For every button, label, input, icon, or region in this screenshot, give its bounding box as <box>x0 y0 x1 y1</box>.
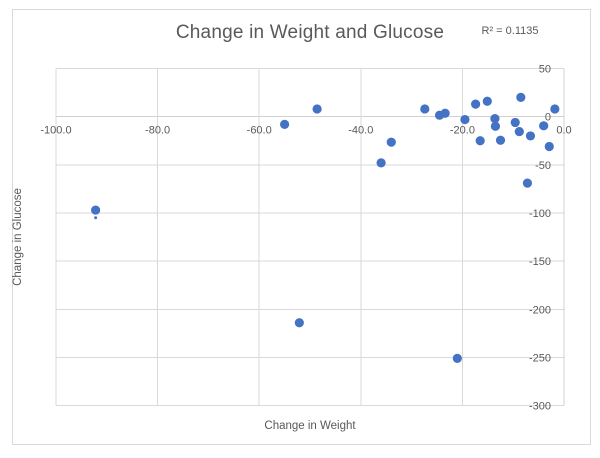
x-tick-label: -80.0 <box>145 125 170 137</box>
x-tick-label: 0.0 <box>556 125 571 137</box>
y-tick-label: -100 <box>529 208 551 220</box>
scatter-point <box>495 135 506 145</box>
scatter-point <box>516 92 526 102</box>
scatter-point <box>522 178 533 188</box>
scatter-point <box>452 353 462 364</box>
scatter-point <box>294 318 304 328</box>
y-axis-title: Change in Glucose <box>12 188 24 286</box>
x-tick-label: -40.0 <box>348 125 373 137</box>
y-tick-label: 0 <box>545 112 551 124</box>
scatter-point <box>514 126 524 137</box>
scatter-point <box>482 96 492 106</box>
y-tick-label: -300 <box>529 401 551 413</box>
scatter-point <box>490 113 500 124</box>
y-tick-label: -200 <box>529 304 551 316</box>
scatter-point <box>510 117 520 128</box>
scatter-point <box>539 121 549 131</box>
x-tick-label: -60.0 <box>247 125 272 137</box>
scatter-point <box>440 108 450 118</box>
y-tick-label: -50 <box>535 160 551 172</box>
y-tick-label: -150 <box>529 256 551 268</box>
scatter-point <box>386 137 396 147</box>
scatter-point <box>525 131 536 141</box>
scatter-point <box>544 141 554 152</box>
gridlines <box>55 68 565 407</box>
scatter-point <box>475 136 485 146</box>
x-axis-title: Change in Weight <box>264 420 356 432</box>
scatter-point <box>420 104 430 114</box>
chart-frame <box>12 9 591 445</box>
x-tick-label: -100.0 <box>40 125 71 137</box>
scatter-point <box>490 121 501 131</box>
y-tick-label: 50 <box>539 64 551 76</box>
data-points <box>91 92 560 364</box>
scatter-point <box>550 104 560 114</box>
scatter-point <box>471 99 481 109</box>
tick-labels: -100.0 -80.0 -60.0 -40.0 -20.0 0.0 50 0 -50 -100 -… <box>40 64 571 413</box>
scatter-point-small <box>94 216 98 220</box>
chart-title: Change in Weight and Glucose <box>175 22 445 43</box>
y-tick-label: -250 <box>529 352 551 364</box>
scatter-point <box>376 158 386 168</box>
scatter-point <box>280 119 290 129</box>
r-squared-label: R² = 0.1135 <box>481 25 539 37</box>
scatter-point <box>460 114 470 125</box>
x-tick-label: -20.0 <box>450 125 475 137</box>
scatter-point <box>312 104 322 114</box>
scatter-point <box>91 205 101 215</box>
